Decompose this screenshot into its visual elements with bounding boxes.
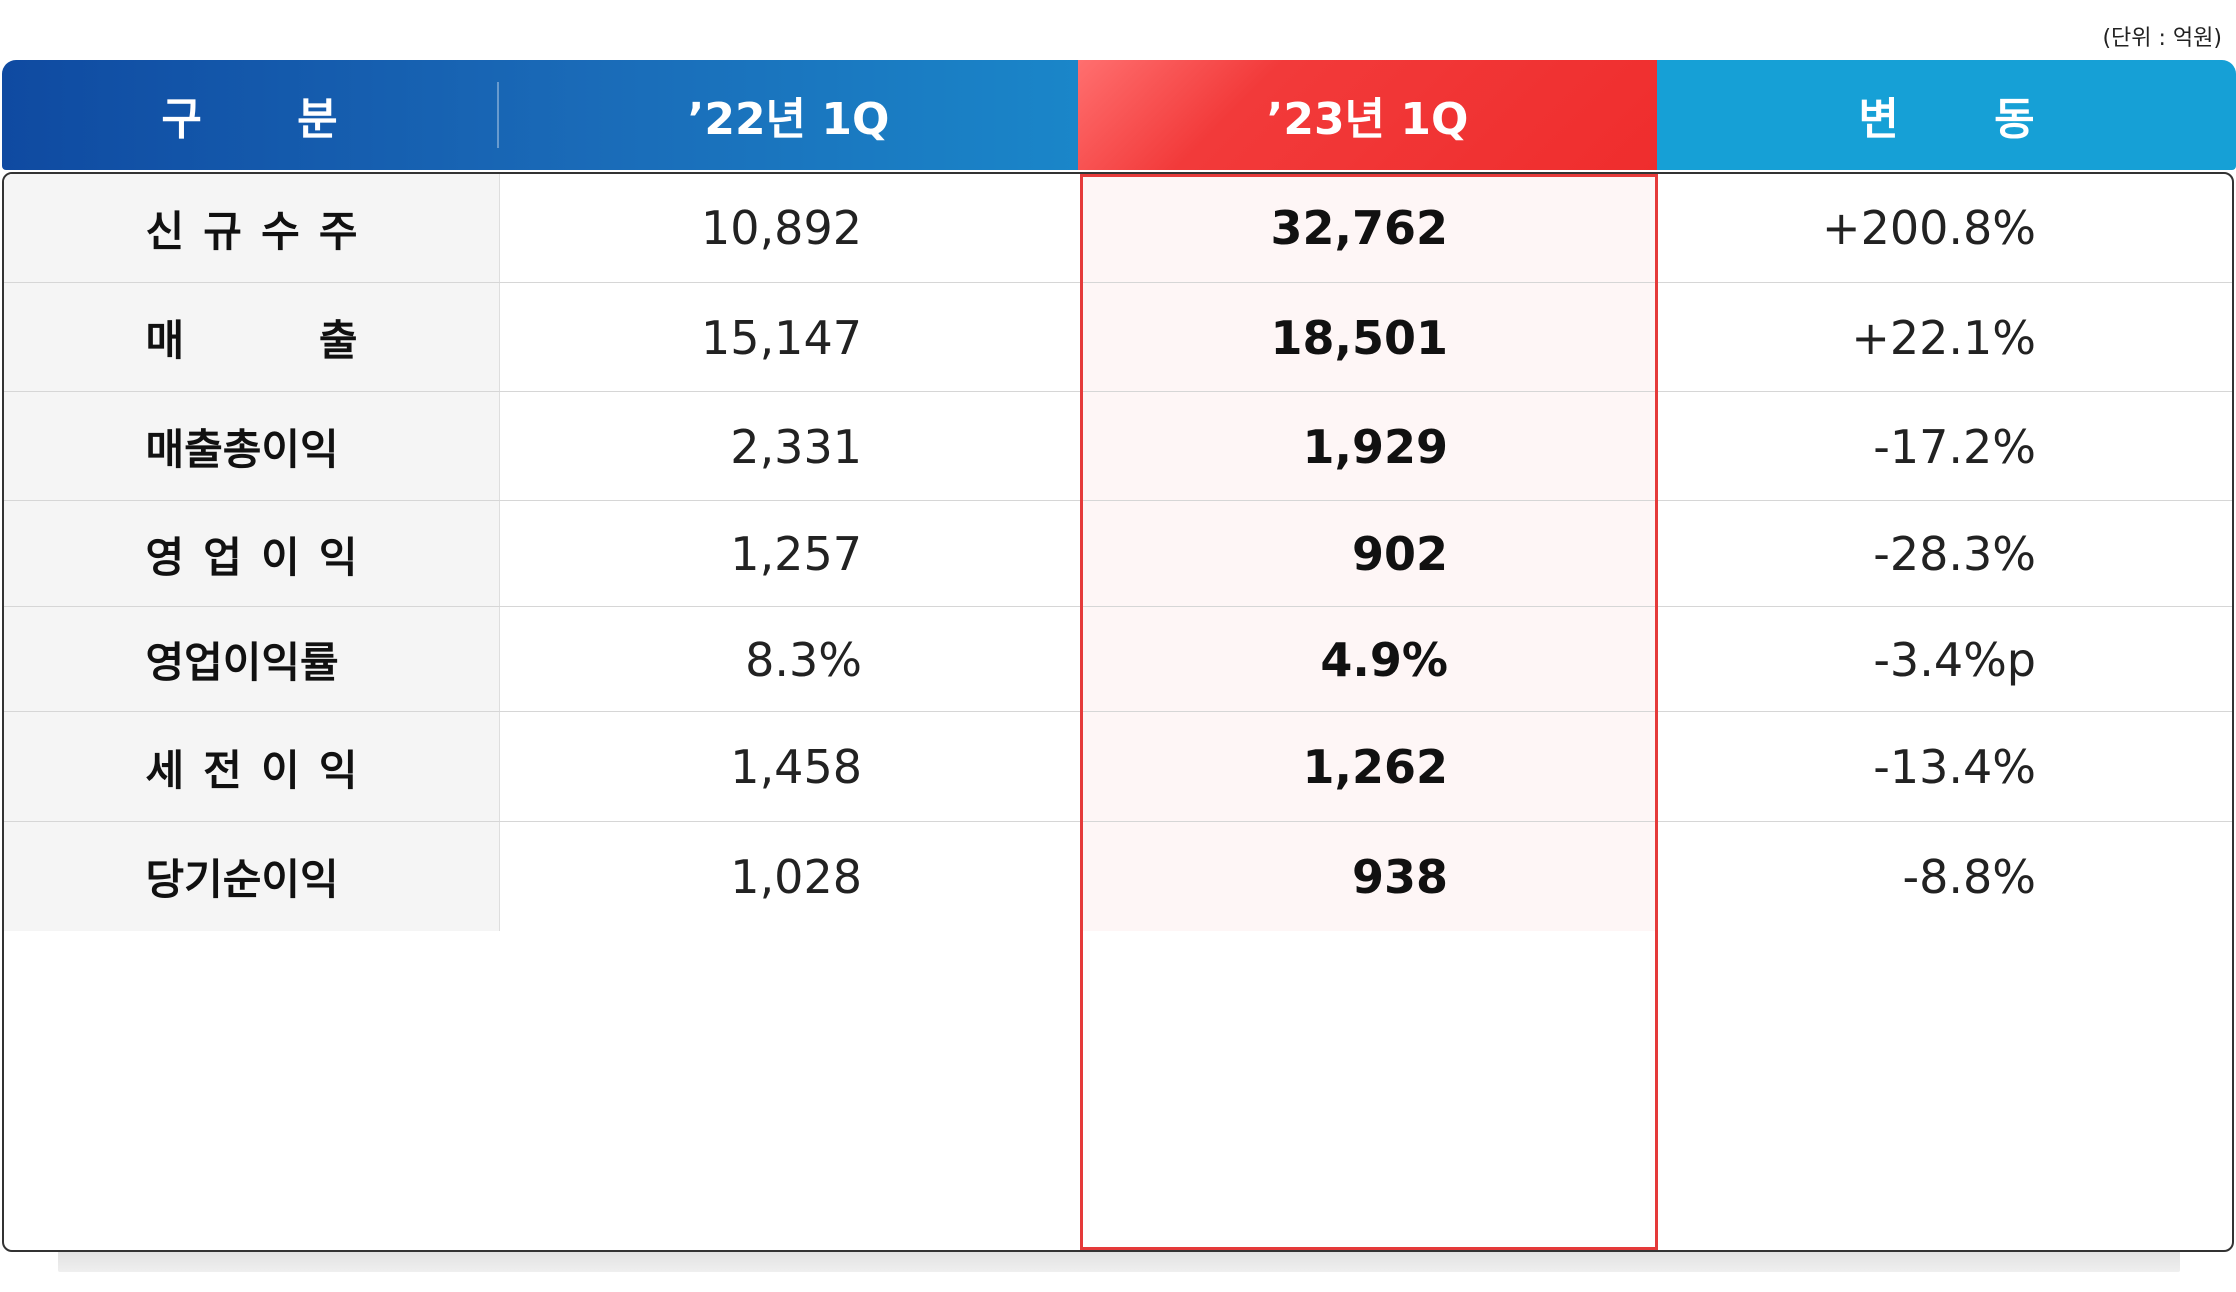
row-label-text: 매출총이익 bbox=[145, 425, 339, 474]
value-2022-q1: 2,331 bbox=[730, 419, 862, 474]
table-row: 매출총이익 2,331 1,929 -17.2% bbox=[4, 391, 2232, 501]
value-change: -8.8% bbox=[1902, 849, 2036, 904]
value-2022-q1: 1,028 bbox=[730, 849, 862, 904]
row-label-text: 영 업 이 익 bbox=[145, 532, 358, 582]
row-label: 당기순이익 bbox=[4, 822, 500, 931]
header-change: 변 동 bbox=[1657, 60, 2236, 170]
table-row: 세 전 이 익 1,458 1,262 -13.4% bbox=[4, 711, 2232, 822]
value-2022-q1: 1,458 bbox=[730, 740, 862, 794]
row-label: 매 출 bbox=[4, 283, 500, 392]
row-label: 영 업 이 익 bbox=[4, 501, 500, 607]
value-change: -3.4%p bbox=[1873, 632, 2036, 687]
value-2023-q1: 1,262 bbox=[1080, 712, 1658, 822]
value-change: -28.3% bbox=[1873, 527, 2036, 581]
value-2023-q1: 1,929 bbox=[1080, 392, 1658, 501]
table-row: 당기순이익 1,028 938 -8.8% bbox=[4, 821, 2232, 931]
table-row: 매 출 15,147 18,501 +22.1% bbox=[4, 282, 2232, 392]
row-label: 신 규 수 주 bbox=[4, 174, 500, 282]
value-2022-q1: 10,892 bbox=[701, 201, 862, 255]
row-label-text: 영업이익률 bbox=[145, 638, 339, 687]
value-2023-q1: 18,501 bbox=[1080, 283, 1658, 392]
value-2023-q1: 32,762 bbox=[1080, 174, 1658, 282]
row-label-text: 당기순이익 bbox=[145, 855, 339, 904]
value-2022-q1: 15,147 bbox=[701, 310, 862, 365]
value-2023-q1: 4.9% bbox=[1080, 607, 1658, 712]
header-2022-q1: ’22년 1Q bbox=[687, 94, 890, 145]
table-row: 신 규 수 주 10,892 32,762 +200.8% bbox=[4, 174, 2232, 282]
table-row: 영업이익률 8.3% 4.9% -3.4%p bbox=[4, 606, 2232, 712]
value-change: -17.2% bbox=[1873, 419, 2036, 474]
row-label-text: 신 규 수 주 bbox=[145, 206, 358, 256]
value-2023-q1: 902 bbox=[1080, 501, 1658, 607]
value-2022-q1: 1,257 bbox=[730, 527, 862, 581]
header-left-block: 구 분 ’22년 1Q bbox=[2, 60, 1078, 170]
row-label: 세 전 이 익 bbox=[4, 712, 500, 822]
row-label: 영업이익률 bbox=[4, 607, 500, 712]
table-header: 구 분 ’22년 1Q ’23년 1Q 변 동 bbox=[2, 60, 2236, 170]
value-change: -13.4% bbox=[1873, 740, 2036, 794]
results-table: 신 규 수 주 10,892 32,762 +200.8% 매 출 15,147 18,50… bbox=[2, 172, 2234, 1252]
row-label: 매출총이익 bbox=[4, 392, 500, 501]
header-divider bbox=[497, 82, 499, 148]
table-row: 영 업 이 익 1,257 902 -28.3% bbox=[4, 500, 2232, 607]
row-label-text: 세 전 이 익 bbox=[145, 745, 358, 795]
value-2022-q1: 8.3% bbox=[745, 632, 862, 687]
unit-note: (단위 : 억원) bbox=[2102, 26, 2222, 51]
header-2023-q1: ’23년 1Q bbox=[1078, 60, 1657, 170]
row-label-text: 매 출 bbox=[145, 316, 358, 365]
value-change: +200.8% bbox=[1822, 201, 2036, 255]
header-category: 구 분 bbox=[161, 94, 378, 145]
value-change: +22.1% bbox=[1851, 310, 2036, 365]
value-2023-q1: 938 bbox=[1080, 822, 1658, 931]
